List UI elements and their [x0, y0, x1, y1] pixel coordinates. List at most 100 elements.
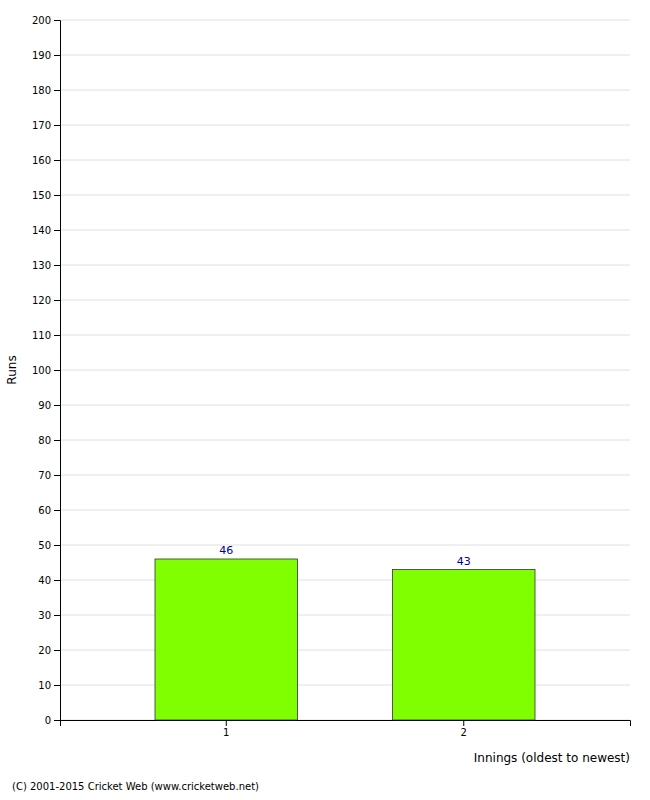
- grid-line: [60, 125, 630, 126]
- y-tick-mark: [54, 90, 60, 91]
- y-tick: 170: [32, 120, 60, 131]
- x-tick-label: 1: [223, 727, 229, 738]
- y-tick: 50: [38, 540, 60, 551]
- grid-line: [60, 440, 630, 441]
- grid-line: [60, 685, 630, 686]
- y-tick-label: 130: [32, 260, 51, 271]
- grid-line: [60, 55, 630, 56]
- x-tick-mark: [226, 720, 227, 726]
- grid-line: [60, 195, 630, 196]
- y-tick-mark: [54, 300, 60, 301]
- y-tick-mark: [54, 615, 60, 616]
- y-tick: 100: [32, 365, 60, 376]
- x-axis-title: Innings (oldest to newest): [474, 751, 630, 765]
- x-tick: 2: [461, 720, 467, 738]
- y-tick-label: 110: [32, 330, 51, 341]
- grid-line: [60, 335, 630, 336]
- y-tick: 190: [32, 50, 60, 61]
- chart: 0 10 20 30 40 50 60 70 80 90 100 110 120 130 140 150 160…: [0, 0, 650, 800]
- y-tick: 140: [32, 225, 60, 236]
- y-tick-mark: [54, 230, 60, 231]
- y-tick-mark: [54, 475, 60, 476]
- grid-line: [60, 615, 630, 616]
- data-labels: 46 43: [219, 544, 471, 568]
- y-tick: 180: [32, 85, 60, 96]
- x-tick-label: 2: [461, 727, 467, 738]
- y-tick-label: 120: [32, 295, 51, 306]
- y-tick: 10: [38, 680, 60, 691]
- y-tick-label: 100: [32, 365, 51, 376]
- y-tick-label: 60: [38, 505, 51, 516]
- y-tick-label: 30: [38, 610, 51, 621]
- y-tick-label: 90: [38, 400, 51, 411]
- x-tick: 1: [223, 720, 229, 738]
- y-tick-mark: [54, 370, 60, 371]
- grid-line: [60, 160, 630, 161]
- y-tick-label: 170: [32, 120, 51, 131]
- y-tick: 200: [32, 15, 60, 26]
- grid-line: [60, 370, 630, 371]
- y-tick: 90: [38, 400, 60, 411]
- y-tick-label: 0: [45, 715, 51, 726]
- x-axis-line: [61, 721, 631, 727]
- y-tick: 110: [32, 330, 60, 341]
- y-tick-mark: [54, 685, 60, 686]
- y-tick-mark: [54, 125, 60, 126]
- y-tick-label: 150: [32, 190, 51, 201]
- y-tick-label: 200: [32, 15, 51, 26]
- y-tick: 120: [32, 295, 60, 306]
- y-tick-label: 180: [32, 85, 51, 96]
- y-tick: 30: [38, 610, 60, 621]
- y-tick: 60: [38, 505, 60, 516]
- y-tick-label: 140: [32, 225, 51, 236]
- grid: [60, 20, 630, 720]
- y-tick: 80: [38, 435, 60, 446]
- y-tick-label: 70: [38, 470, 51, 481]
- y-tick: 70: [38, 470, 60, 481]
- bar: [393, 570, 536, 721]
- y-tick: 40: [38, 575, 60, 586]
- y-tick-mark: [54, 55, 60, 56]
- grid-line: [60, 300, 630, 301]
- y-axis: 0 10 20 30 40 50 60 70 80 90 100 110 120 130 140 150 160…: [32, 15, 61, 726]
- y-tick-mark: [54, 580, 60, 581]
- bars: [155, 559, 535, 720]
- y-tick-label: 80: [38, 435, 51, 446]
- y-axis-line: [54, 21, 61, 721]
- grid-line: [60, 265, 630, 266]
- grid-line: [60, 545, 630, 546]
- y-tick-mark: [54, 650, 60, 651]
- grid-line: [60, 580, 630, 581]
- grid-line: [60, 405, 630, 406]
- x-tick-mark: [463, 720, 464, 726]
- y-tick-mark: [54, 405, 60, 406]
- grid-line: [60, 230, 630, 231]
- grid-line: [60, 510, 630, 511]
- plot-area: 0 10 20 30 40 50 60 70 80 90 100 110 120 130 140 150 160…: [32, 15, 631, 738]
- y-tick-label: 160: [32, 155, 51, 166]
- data-label: 46: [219, 544, 233, 557]
- y-tick-mark: [54, 720, 60, 721]
- x-axis: 12: [61, 720, 631, 738]
- y-tick-mark: [54, 20, 60, 21]
- bar: [155, 559, 298, 720]
- y-tick-label: 10: [38, 680, 51, 691]
- data-label: 43: [457, 555, 471, 568]
- y-tick-label: 20: [38, 645, 51, 656]
- y-tick-mark: [54, 545, 60, 546]
- y-tick: 130: [32, 260, 60, 271]
- y-axis-title: Runs: [5, 355, 19, 384]
- y-tick-label: 50: [38, 540, 51, 551]
- grid-line: [60, 90, 630, 91]
- y-tick-mark: [54, 265, 60, 266]
- y-tick-mark: [54, 440, 60, 441]
- grid-line: [60, 475, 630, 476]
- y-tick: 0: [45, 715, 60, 726]
- y-tick-label: 190: [32, 50, 51, 61]
- grid-line: [60, 20, 630, 21]
- y-tick: 20: [38, 645, 60, 656]
- y-tick: 150: [32, 190, 60, 201]
- grid-line: [60, 650, 630, 651]
- y-tick-mark: [54, 195, 60, 196]
- y-tick: 160: [32, 155, 60, 166]
